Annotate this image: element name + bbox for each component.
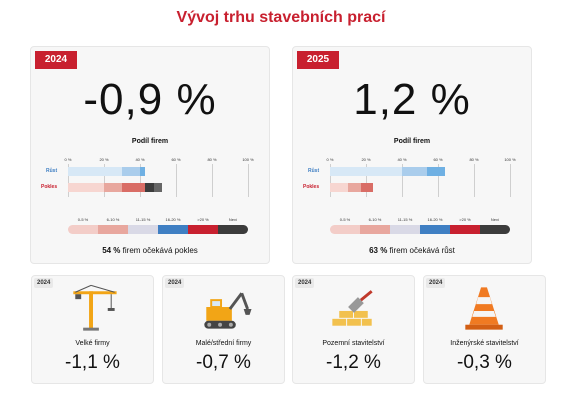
gridline — [68, 164, 69, 197]
bar-segment — [122, 183, 146, 192]
gridline — [474, 164, 475, 197]
row-label-growth: Růst — [46, 168, 58, 174]
legend-label: 11-15 % — [397, 217, 413, 222]
bar-segment — [360, 183, 374, 192]
bar-segment — [68, 183, 104, 192]
excavator-icon — [204, 292, 252, 329]
bar-segment — [402, 167, 428, 176]
gridline — [438, 164, 439, 197]
gridline — [140, 164, 141, 197]
segment-card-small-medium: 2024 Malé/střední firmy -0,7 % — [162, 275, 285, 384]
gridline — [366, 164, 367, 197]
segment-label: Inženýrské stavitelství — [450, 340, 519, 347]
segment-card-civil: 2024 Inženýrské stavitelství -0,3 % — [423, 275, 546, 384]
legend-bar — [68, 225, 248, 234]
segment-label: Malé/střední firmy — [195, 340, 252, 347]
caption-percent: 63 % — [369, 246, 388, 255]
segment-value: -1,2 % — [326, 352, 381, 373]
caption: 63 % firem očekává růst — [293, 246, 531, 255]
segment-card-large: 2024 Velké firmy -1,1 % — [31, 275, 154, 384]
bar-segment — [330, 183, 348, 192]
axis-label: 20 % — [99, 157, 109, 162]
legend-label: 6-10 % — [368, 217, 382, 222]
legend-label: 16-20 % — [427, 217, 443, 222]
segment-label: Pozemní stavitelství — [322, 340, 385, 347]
bar-segment — [154, 183, 162, 192]
row-label-decline: Pokles — [303, 184, 320, 190]
chart-subtitle: Podíl firem — [393, 138, 431, 145]
legend-label: Neví — [490, 217, 500, 222]
axis-label: 40 % — [135, 157, 145, 162]
bar-segment — [348, 183, 361, 192]
axis-label: 0 % — [326, 157, 334, 162]
gridline — [330, 164, 331, 197]
gridline — [402, 164, 403, 197]
axis-label: 0 % — [64, 157, 72, 162]
bar-segment — [104, 183, 122, 192]
caption-text: firem očekává pokles — [122, 246, 198, 255]
legend-label: 0-5 % — [77, 217, 89, 222]
bar-segment — [427, 167, 446, 176]
bar-segment — [122, 167, 140, 176]
segment-label: Velké firmy — [75, 340, 110, 347]
row-label-growth: Růst — [308, 168, 320, 174]
panel-2024: 2024 -0,9 % Podíl firem 0 % 20 % 40 % 60… — [30, 46, 270, 264]
gridline — [176, 164, 177, 197]
bricks-trowel-icon — [332, 290, 373, 326]
year-tag: 2025 — [297, 51, 339, 69]
legend-label: >20 % — [459, 217, 471, 222]
traffic-cone-icon — [465, 287, 503, 330]
chart-subtitle: Podíl firem — [131, 138, 169, 145]
panel-2025: 2025 1,2 % Podíl firem 0 % 20 % 40 % 60 … — [292, 46, 532, 264]
crane-icon — [73, 284, 117, 331]
legend-label: 6-10 % — [106, 217, 120, 222]
big-value: 1,2 % — [353, 75, 471, 124]
axis-label: 60 % — [433, 157, 443, 162]
axis-label: 80 % — [469, 157, 479, 162]
axis-label: 80 % — [207, 157, 217, 162]
legend-label: 16-20 % — [165, 217, 181, 222]
legend-label: 11-15 % — [135, 217, 151, 222]
legend-label: >20 % — [197, 217, 209, 222]
axis-label: 100 % — [504, 157, 516, 162]
year-tag: 2024 — [165, 278, 185, 288]
segment-value: -1,1 % — [65, 352, 120, 373]
bar-segment — [140, 167, 146, 176]
year-tag: 2024 — [426, 278, 446, 288]
caption-percent: 54 % — [102, 246, 121, 255]
bar-segment — [330, 167, 402, 176]
axis-label: 100 % — [242, 157, 254, 162]
segment-value: -0,7 % — [196, 352, 251, 373]
bar-segment — [145, 183, 155, 192]
gridline — [510, 164, 511, 197]
segment-value: -0,3 % — [457, 352, 512, 373]
legend-bar — [330, 225, 510, 234]
big-value: -0,9 % — [83, 75, 217, 124]
year-tag: 2024 — [35, 51, 77, 69]
legend-label: Neví — [228, 217, 238, 222]
axis-label: 20 % — [361, 157, 371, 162]
page-title: Vývoj trhu stavebních prací — [176, 9, 386, 26]
axis-label: 60 % — [171, 157, 181, 162]
legend-label: 0-5 % — [339, 217, 351, 222]
segment-card-building: 2024 Pozemní stavitelství -1,2 % — [292, 275, 415, 384]
row-label-decline: Pokles — [41, 184, 58, 190]
gridline — [104, 164, 105, 197]
caption-text: firem očekává růst — [389, 246, 455, 255]
bar-segment — [68, 167, 122, 176]
year-tag: 2024 — [295, 278, 315, 288]
gridline — [212, 164, 213, 197]
axis-label: 40 % — [397, 157, 407, 162]
caption: 54 % firem očekává pokles — [31, 246, 269, 255]
year-tag: 2024 — [34, 278, 54, 288]
gridline — [248, 164, 249, 197]
